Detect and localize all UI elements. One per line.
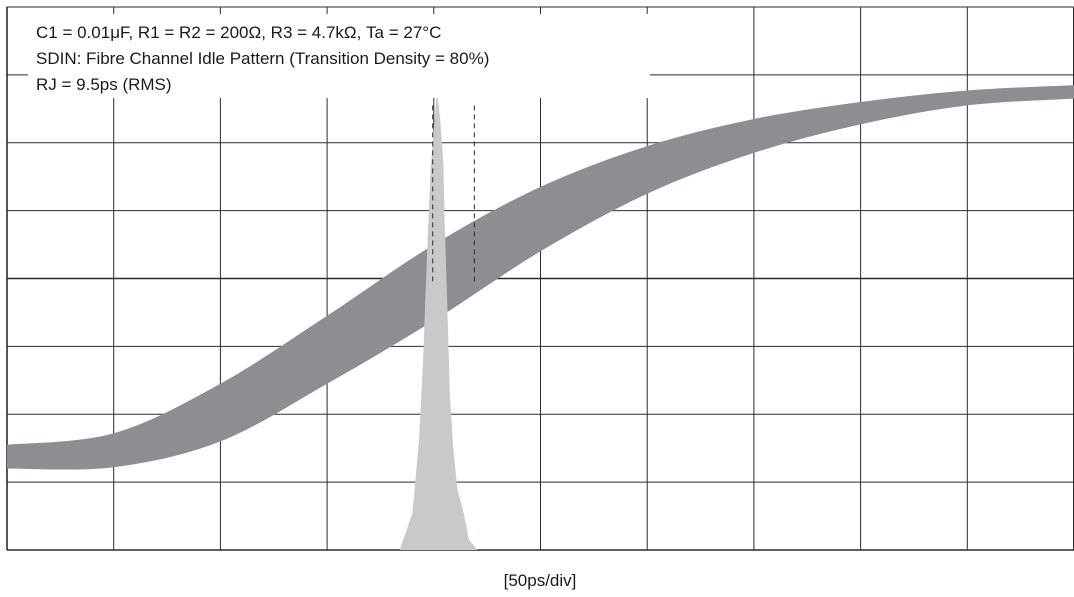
annotation-line-1: C1 = 0.01μF, R1 = R2 = 200Ω, R3 = 4.7kΩ,… [36,23,441,42]
annotation-line-3: RJ = 9.5ps (RMS) [36,75,172,94]
jitter-histogram [399,91,478,551]
marker-layer [432,105,475,286]
x-axis-label: [50ps/div] [504,571,577,590]
waveform-band [7,85,1074,470]
waveform-band-layer [7,85,1074,470]
annotation-line-2: SDIN: Fibre Channel Idle Pattern (Transi… [36,49,489,68]
jitter-histogram-layer [399,91,478,551]
annotation-box [28,14,650,98]
